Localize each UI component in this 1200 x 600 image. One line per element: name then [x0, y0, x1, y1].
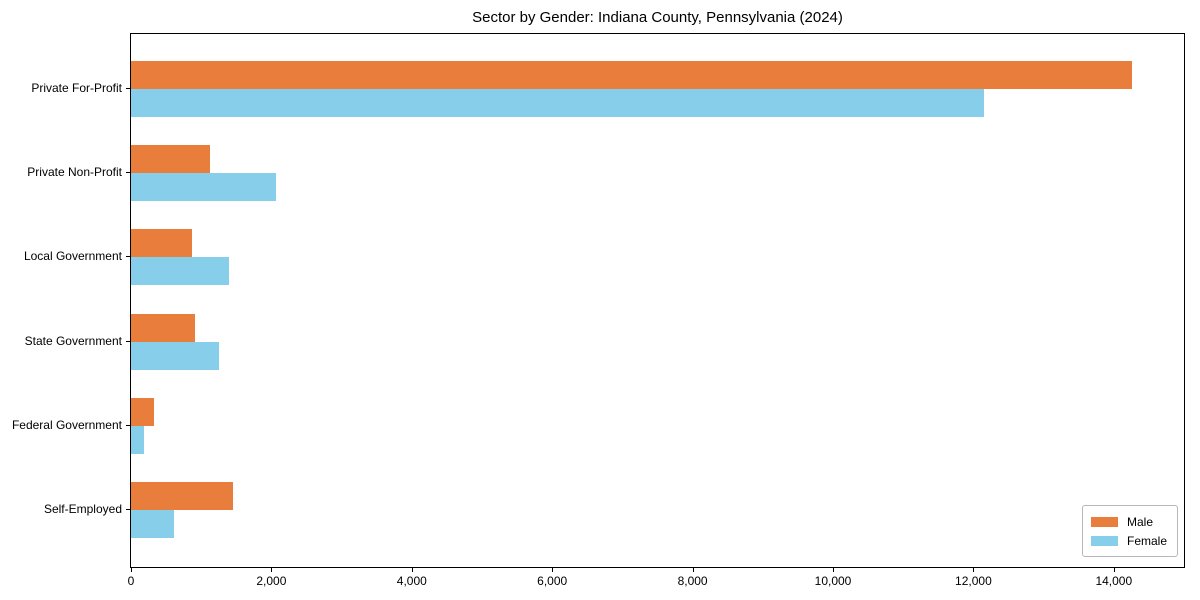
x-tick-mark	[552, 568, 554, 572]
legend: Male Female	[1081, 505, 1178, 557]
x-tick-label: 10,000	[814, 574, 852, 588]
y-tick-mark	[126, 88, 130, 89]
bar-male-3	[131, 313, 195, 342]
y-tick-label: Private Non-Profit	[27, 165, 122, 180]
y-tick-mark	[126, 172, 130, 174]
x-tick-mark	[1113, 568, 1115, 572]
y-tick-mark	[126, 424, 130, 426]
legend-row-male: Male	[1090, 512, 1167, 531]
bar-male-0	[131, 61, 1133, 89]
legend-swatch-icon	[1090, 516, 1118, 527]
x-tick-label: 4,000	[396, 574, 427, 588]
x-tick-mark	[833, 568, 834, 572]
x-tick-mark	[131, 568, 132, 572]
bar-female-3	[131, 341, 219, 370]
x-tick-label: 0	[127, 574, 135, 588]
y-tick-label: Self-Employed	[43, 502, 122, 516]
chart-title: Sector by Gender: Indiana County, Pennsy…	[472, 9, 843, 26]
bar-female-2	[131, 257, 230, 286]
bar-male-5	[131, 482, 233, 510]
plot-area: Male Female	[130, 33, 1185, 568]
y-tick-mark	[126, 340, 130, 342]
x-tick-label: 12,000	[955, 574, 992, 588]
x-tick-mark	[411, 568, 413, 572]
y-tick-mark	[126, 509, 130, 510]
x-tick-mark	[973, 568, 975, 572]
bar-male-1	[131, 145, 211, 174]
bar-female-4	[131, 425, 144, 454]
y-tick-mark	[126, 256, 130, 258]
legend-label: Male	[1126, 514, 1153, 529]
legend-swatch-icon	[1090, 535, 1118, 546]
y-tick-label: Local Government	[23, 249, 122, 264]
bar-female-5	[131, 510, 174, 538]
x-tick-label: 6,000	[537, 574, 568, 588]
y-tick-label: Private For-Profit	[31, 81, 122, 95]
legend-label: Female	[1126, 533, 1167, 548]
legend-row-female: Female	[1090, 531, 1167, 550]
x-tick-mark	[692, 568, 694, 572]
bar-male-4	[131, 397, 155, 426]
x-tick-label: 14,000	[1095, 574, 1133, 588]
x-tick-label: 8,000	[677, 574, 708, 588]
x-tick-label: 2,000	[256, 574, 287, 588]
y-tick-label: State Government	[24, 333, 122, 348]
bar-female-1	[131, 173, 277, 202]
bar-male-2	[131, 229, 193, 258]
y-tick-label: Federal Government	[11, 417, 122, 432]
x-tick-mark	[271, 568, 273, 572]
bar-female-0	[131, 89, 984, 117]
